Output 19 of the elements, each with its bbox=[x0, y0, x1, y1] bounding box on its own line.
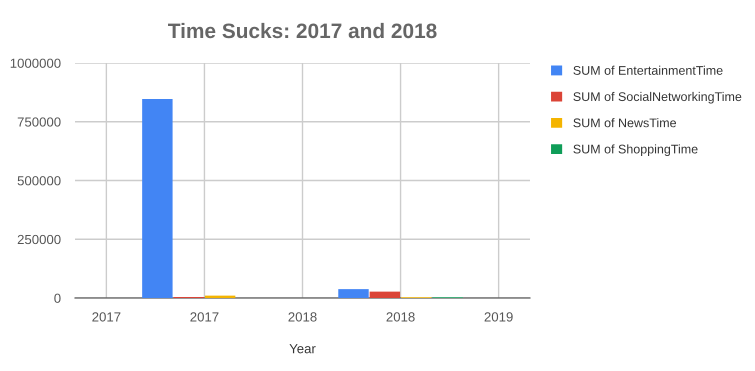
legend-label: SUM of ShoppingTime bbox=[573, 144, 698, 156]
y-tick-label: 250000 bbox=[18, 234, 61, 244]
y-tick-label: 750000 bbox=[18, 117, 61, 127]
bar bbox=[142, 98, 173, 298]
x-tick-label: 2019 bbox=[484, 312, 513, 322]
x-axis-title: Year bbox=[289, 344, 316, 354]
y-tick-label: 0 bbox=[54, 294, 61, 303]
bar bbox=[338, 289, 369, 298]
x-tick-label: 2017 bbox=[190, 312, 218, 322]
x-tick-label: 2018 bbox=[288, 312, 317, 322]
legend-label: SUM of NewsTime bbox=[573, 118, 676, 128]
legend-label: SUM of EntertainmentTime bbox=[573, 66, 723, 75]
bar bbox=[370, 292, 400, 298]
y-tick-label: 500000 bbox=[18, 176, 61, 186]
x-tick-label: 2017 bbox=[92, 312, 120, 322]
chart-title: Time Sucks: 2017 and 2018 bbox=[168, 22, 437, 38]
y-tick-label: 1000000 bbox=[10, 58, 61, 68]
x-tick-label: 2018 bbox=[386, 312, 415, 322]
legend-label: SUM of SocialNetworkingTime bbox=[573, 92, 742, 104]
